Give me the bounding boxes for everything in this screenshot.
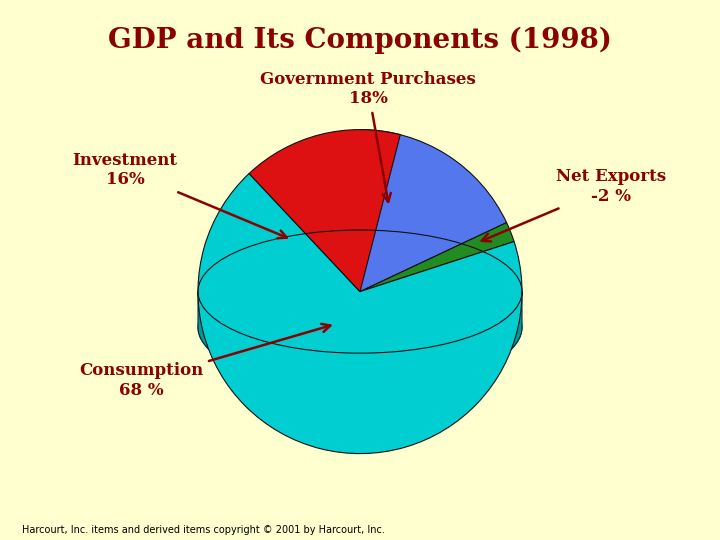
Text: GDP and Its Components (1998): GDP and Its Components (1998) xyxy=(108,27,612,55)
Text: Government Purchases
18%: Government Purchases 18% xyxy=(260,71,476,202)
Text: Harcourt, Inc. items and derived items copyright © 2001 by Harcourt, Inc.: Harcourt, Inc. items and derived items c… xyxy=(22,524,384,535)
Text: Investment
16%: Investment 16% xyxy=(73,152,287,238)
Wedge shape xyxy=(360,130,507,292)
Wedge shape xyxy=(360,222,514,292)
Text: Consumption
68 %: Consumption 68 % xyxy=(79,324,330,399)
Polygon shape xyxy=(198,292,522,389)
Wedge shape xyxy=(249,130,400,292)
Wedge shape xyxy=(198,173,522,454)
Ellipse shape xyxy=(198,266,522,389)
Text: Net Exports
-2 %: Net Exports -2 % xyxy=(482,168,666,241)
